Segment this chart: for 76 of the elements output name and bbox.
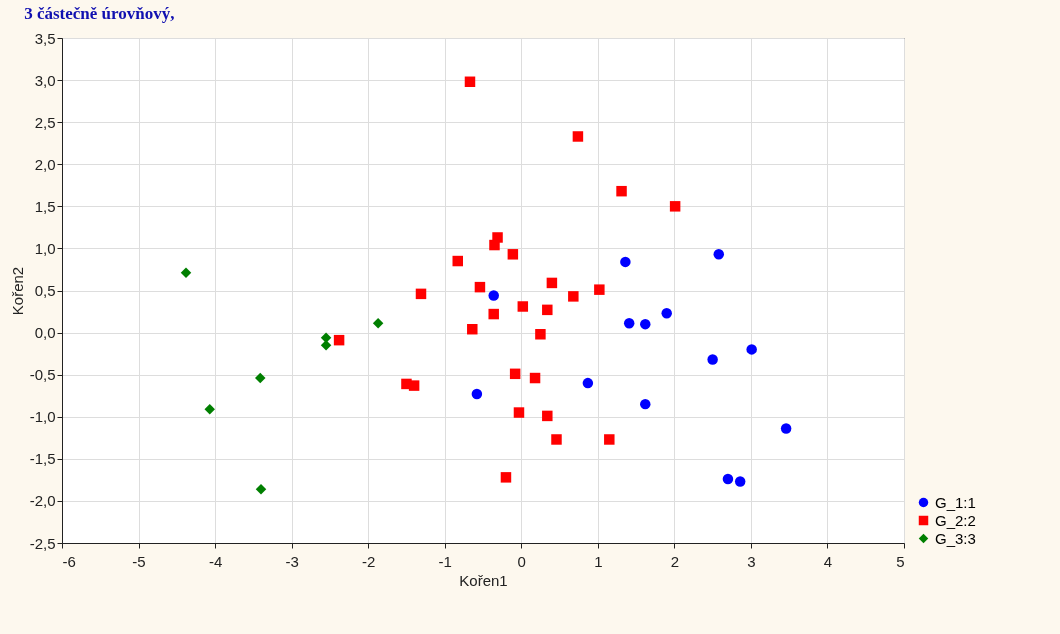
point <box>255 372 266 384</box>
point <box>542 304 553 316</box>
point <box>500 472 512 483</box>
point <box>509 368 521 380</box>
point <box>734 476 746 487</box>
point <box>620 256 631 268</box>
x-tick-label: -1 <box>438 552 452 570</box>
point <box>333 334 345 346</box>
point <box>707 354 718 365</box>
x-tick-label: -6 <box>62 552 76 570</box>
x-tick-label: 4 <box>823 552 833 570</box>
x-tick-label: 5 <box>896 552 905 570</box>
point <box>616 185 627 197</box>
y-tick-label: -1,0 <box>29 408 56 426</box>
y-tick-label: 2,5 <box>34 113 56 131</box>
x-tick-label: -5 <box>132 552 146 570</box>
y-tick-label: -0,5 <box>29 366 56 384</box>
point <box>640 318 651 330</box>
point <box>535 329 546 340</box>
point <box>467 323 478 335</box>
y-tick-label: -2,0 <box>29 492 56 510</box>
point <box>623 318 635 329</box>
y-tick-label: 3,0 <box>34 71 56 89</box>
legend-label: G_1:1 <box>935 493 976 511</box>
point <box>488 290 499 301</box>
point <box>180 267 192 279</box>
x-tick-label: -4 <box>208 552 223 570</box>
y-axis-title: Kořen2 <box>8 266 26 316</box>
y-tick-label: -2,5 <box>29 534 56 552</box>
point <box>568 291 579 302</box>
point <box>474 281 486 293</box>
point <box>488 308 499 320</box>
x-tick-label: 0 <box>517 552 526 570</box>
point <box>507 249 519 260</box>
point <box>713 249 724 260</box>
point <box>582 377 594 389</box>
x-axis-title: Kořen1 <box>459 571 508 589</box>
point <box>572 131 584 142</box>
y-tick-label: 0,5 <box>34 282 56 299</box>
point <box>746 344 757 355</box>
y-tick-label: 1,0 <box>34 239 56 257</box>
point <box>513 407 525 418</box>
point <box>551 434 562 445</box>
x-tick-label: -2 <box>362 552 376 570</box>
y-tick-label: 2,0 <box>34 155 56 173</box>
legend-label: G_3:3 <box>935 529 976 547</box>
point <box>546 277 558 289</box>
point <box>640 398 651 410</box>
y-tick-label: -1,5 <box>29 450 56 468</box>
legend-label: G_2:2 <box>935 511 976 529</box>
point <box>204 403 215 415</box>
x-tick-label: -3 <box>285 552 299 570</box>
point <box>471 388 483 400</box>
point <box>408 380 420 391</box>
point <box>661 307 672 319</box>
point <box>722 473 734 485</box>
y-tick-label: 1,5 <box>34 197 56 215</box>
point <box>452 255 463 267</box>
point <box>372 318 384 329</box>
point <box>529 372 541 384</box>
point <box>415 288 427 300</box>
point <box>542 410 553 422</box>
point <box>255 483 267 495</box>
y-tick-label: 0,0 <box>34 324 56 342</box>
point <box>604 434 615 445</box>
x-tick-label: 1 <box>594 552 603 570</box>
point <box>780 423 792 434</box>
point <box>517 301 529 312</box>
point <box>594 284 605 295</box>
y-tick-label: 3,5 <box>34 29 56 47</box>
chart-title: 3 částečně úrovňový, <box>24 4 175 23</box>
point <box>489 239 500 251</box>
point <box>464 76 476 88</box>
x-tick-label: 2 <box>670 552 680 570</box>
x-tick-label: 3 <box>747 552 756 570</box>
point <box>669 201 681 212</box>
